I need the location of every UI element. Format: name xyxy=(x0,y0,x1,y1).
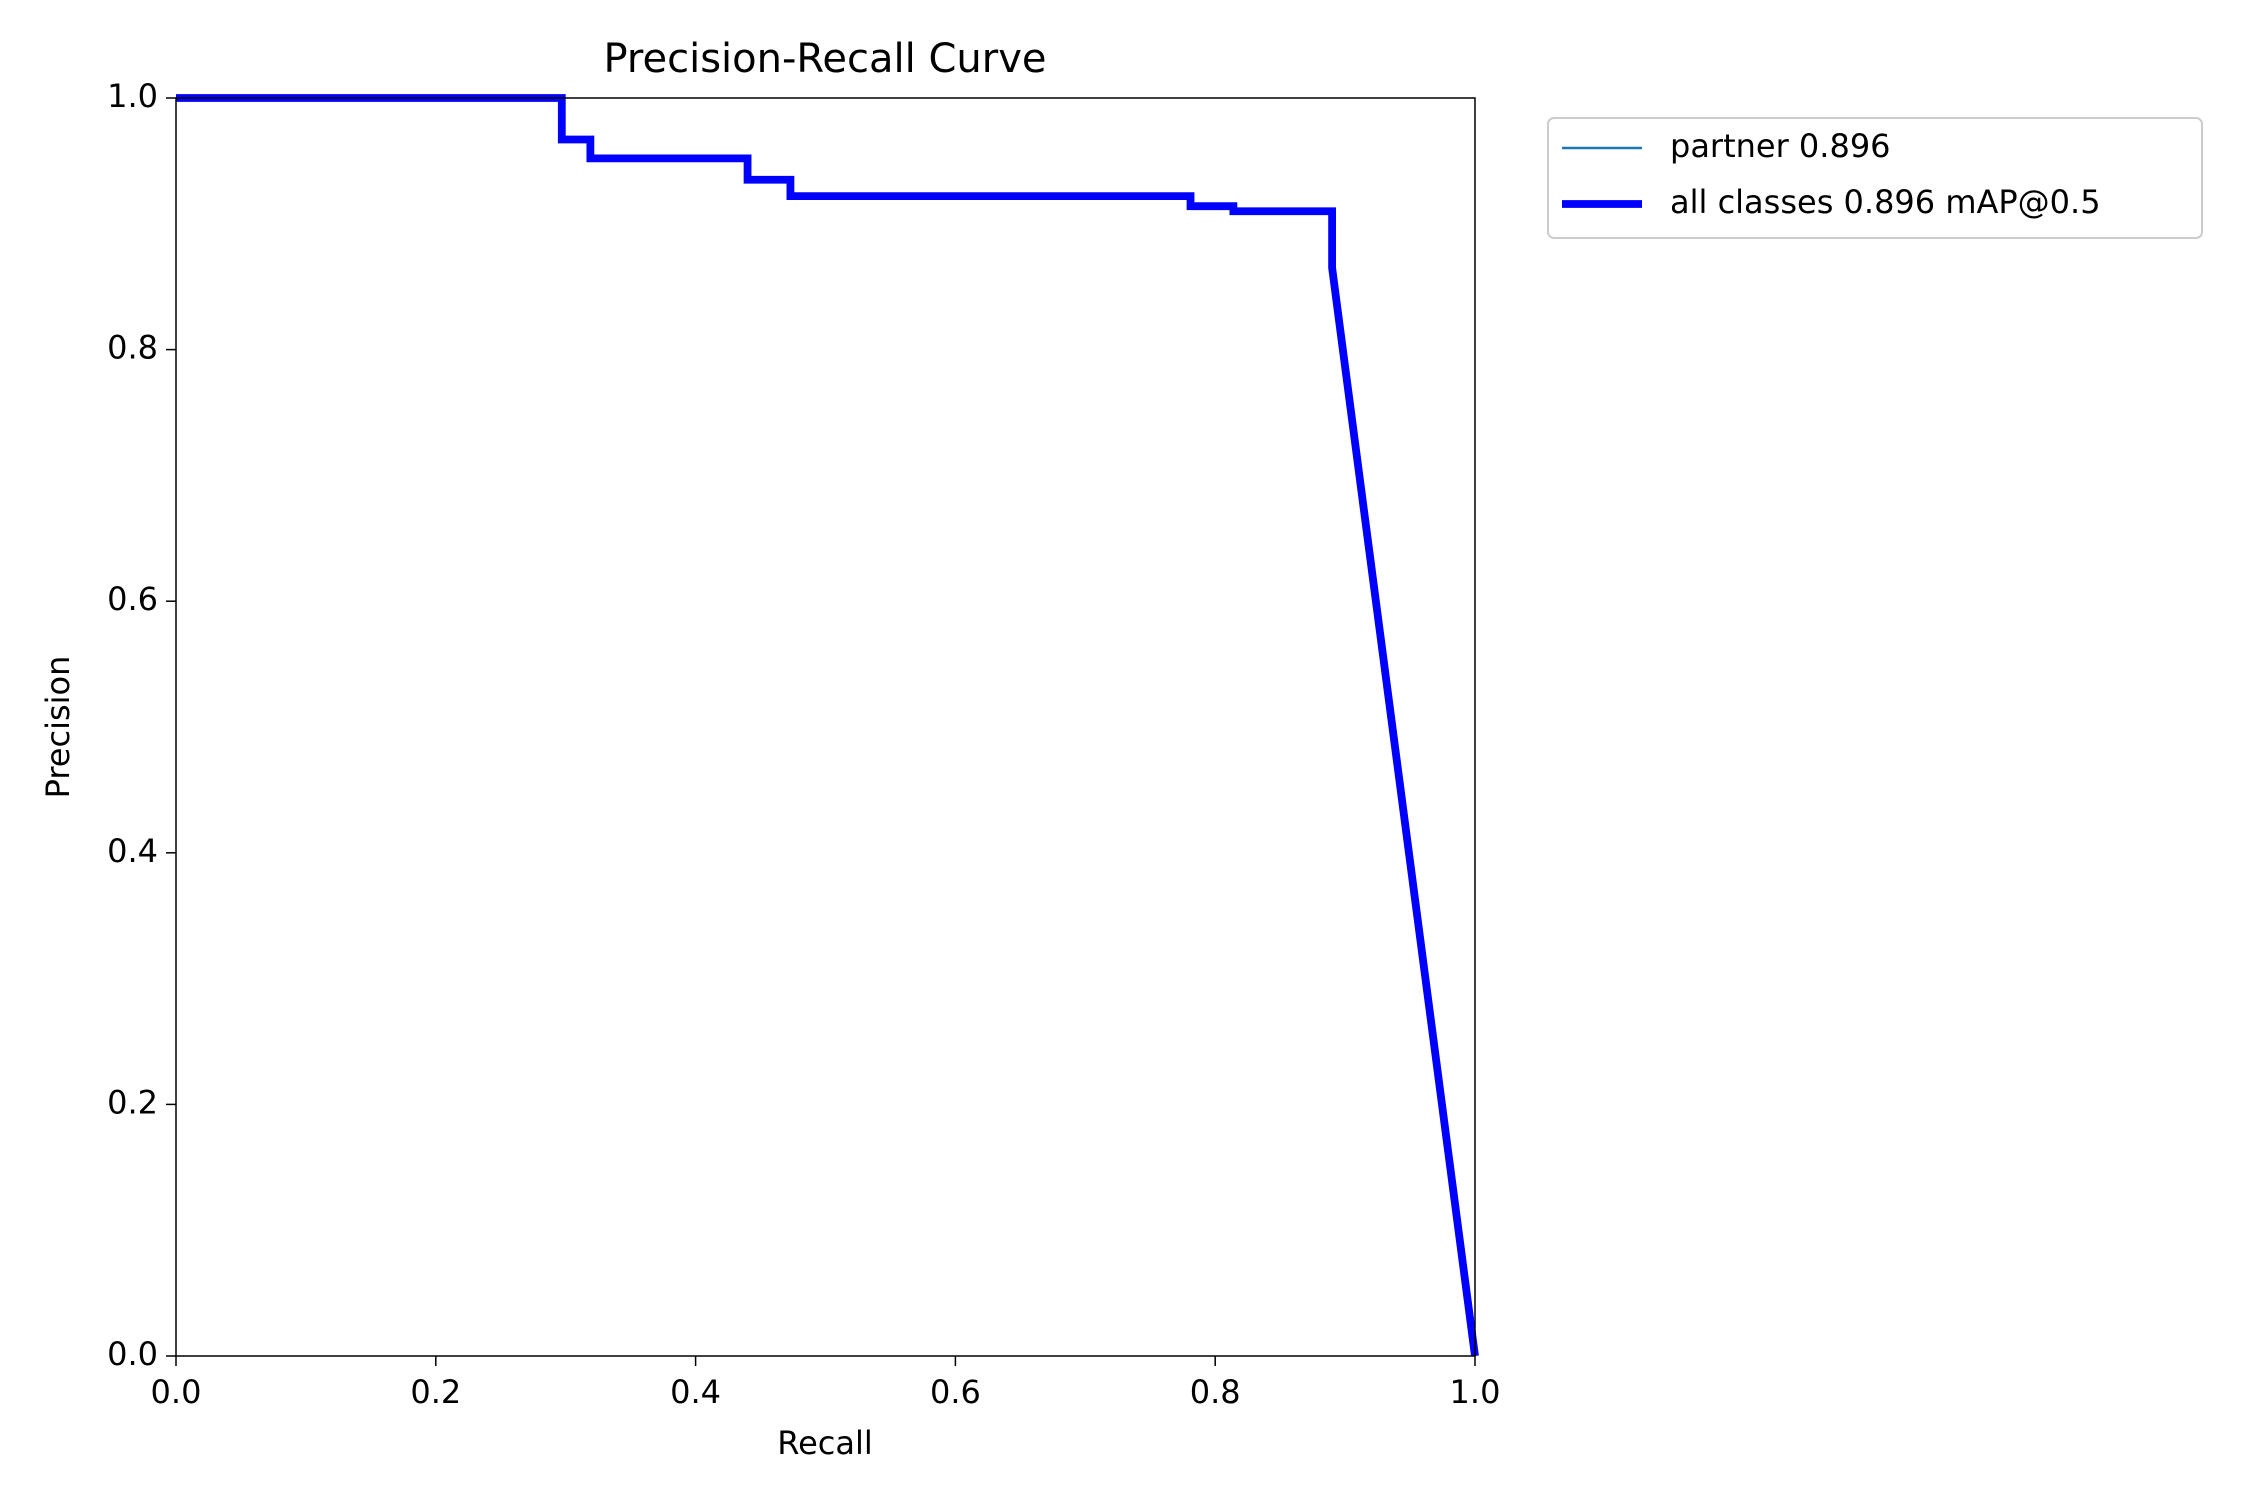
legend-label: partner 0.896 xyxy=(1670,127,1891,165)
series-line xyxy=(176,96,1477,1357)
legend-label: all classes 0.896 mAP@0.5 xyxy=(1670,183,2101,221)
y-tick-label: 0.4 xyxy=(107,832,158,870)
y-axis-label: Precision xyxy=(39,656,77,799)
y-tick-label: 0.2 xyxy=(107,1083,158,1121)
axes-frame xyxy=(175,97,1476,1357)
x-tick-label: 0.6 xyxy=(930,1373,981,1411)
x-tick-label: 0.8 xyxy=(1190,1373,1241,1411)
x-tick-label: 0.0 xyxy=(151,1373,202,1411)
x-tick-label: 0.2 xyxy=(410,1373,461,1411)
chart-title: Precision-Recall Curve xyxy=(604,36,1047,82)
x-tick-label: 0.4 xyxy=(670,1373,721,1411)
legend-box xyxy=(1547,117,2203,239)
series-line xyxy=(176,94,1479,1357)
y-tick-label: 1.0 xyxy=(107,77,158,115)
y-tick-label: 0.8 xyxy=(107,329,158,367)
x-tick-label: 1.0 xyxy=(1450,1373,1501,1411)
y-tick-label: 0.0 xyxy=(107,1335,158,1373)
x-axis-label: Recall xyxy=(777,1424,872,1462)
y-tick-label: 0.6 xyxy=(107,580,158,618)
